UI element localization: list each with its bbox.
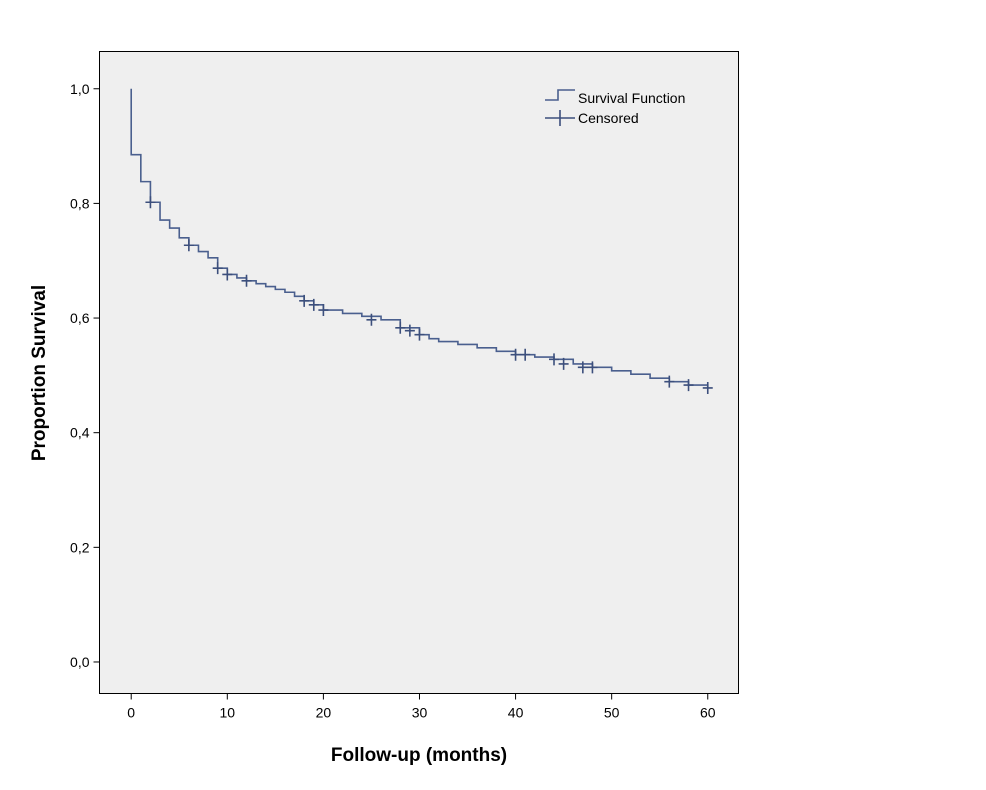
x-axis-title: Follow-up (months): [331, 745, 507, 766]
legend-censored-label: Censored: [578, 110, 639, 126]
x-tick-label: 50: [604, 705, 620, 721]
y-tick-label: 0,2: [70, 539, 90, 555]
censor-mark: [366, 313, 377, 326]
plot-area: [99, 51, 739, 694]
censor-mark: [520, 348, 531, 361]
x-tick-label: 10: [220, 705, 236, 721]
censor-mark: [404, 324, 415, 337]
censor-mark: [664, 375, 675, 388]
legend-censored-swatch: [545, 110, 575, 126]
x-tick-label: 40: [508, 705, 524, 721]
censor-mark: [549, 353, 560, 366]
x-tick-label: 60: [700, 705, 716, 721]
y-tick-label: 0,6: [70, 310, 90, 326]
censor-mark: [414, 328, 425, 341]
censor-mark: [308, 298, 319, 311]
censor-mark: [183, 239, 194, 252]
x-axis: 0 10 20 30 40 50 60: [127, 693, 716, 721]
censor-mark: [318, 304, 329, 317]
legend-survival-label: Survival Function: [578, 90, 685, 106]
censor-mark: [299, 294, 310, 307]
censor-mark: [145, 196, 156, 209]
survival-function-line: [130, 88, 709, 388]
x-tick-label: 0: [127, 705, 135, 721]
legend-survival-swatch: [545, 89, 575, 101]
x-tick-label: 30: [412, 705, 428, 721]
censor-mark: [395, 321, 406, 334]
censor-mark: [212, 262, 223, 275]
censor-mark: [683, 379, 694, 392]
y-axis-title: Proportion Survival: [29, 285, 50, 461]
y-tick-label: 0,0: [70, 654, 90, 670]
censor-mark: [222, 268, 233, 281]
x-tick-label: 20: [316, 705, 332, 721]
censor-mark: [702, 381, 713, 394]
y-tick-label: 0,8: [70, 195, 90, 211]
y-axis: 0,0 0,2 0,4 0,6 0,8 1,0: [70, 81, 100, 670]
y-tick-label: 0,4: [70, 425, 90, 441]
censor-mark: [510, 348, 521, 361]
censor-mark: [241, 274, 252, 287]
y-tick-label: 1,0: [70, 81, 90, 97]
censor-mark: [587, 361, 598, 374]
legend: Survival Function Censored: [545, 89, 685, 126]
censor-mark: [558, 357, 569, 370]
censor-mark: [577, 361, 588, 374]
censor-marks: [145, 196, 713, 394]
